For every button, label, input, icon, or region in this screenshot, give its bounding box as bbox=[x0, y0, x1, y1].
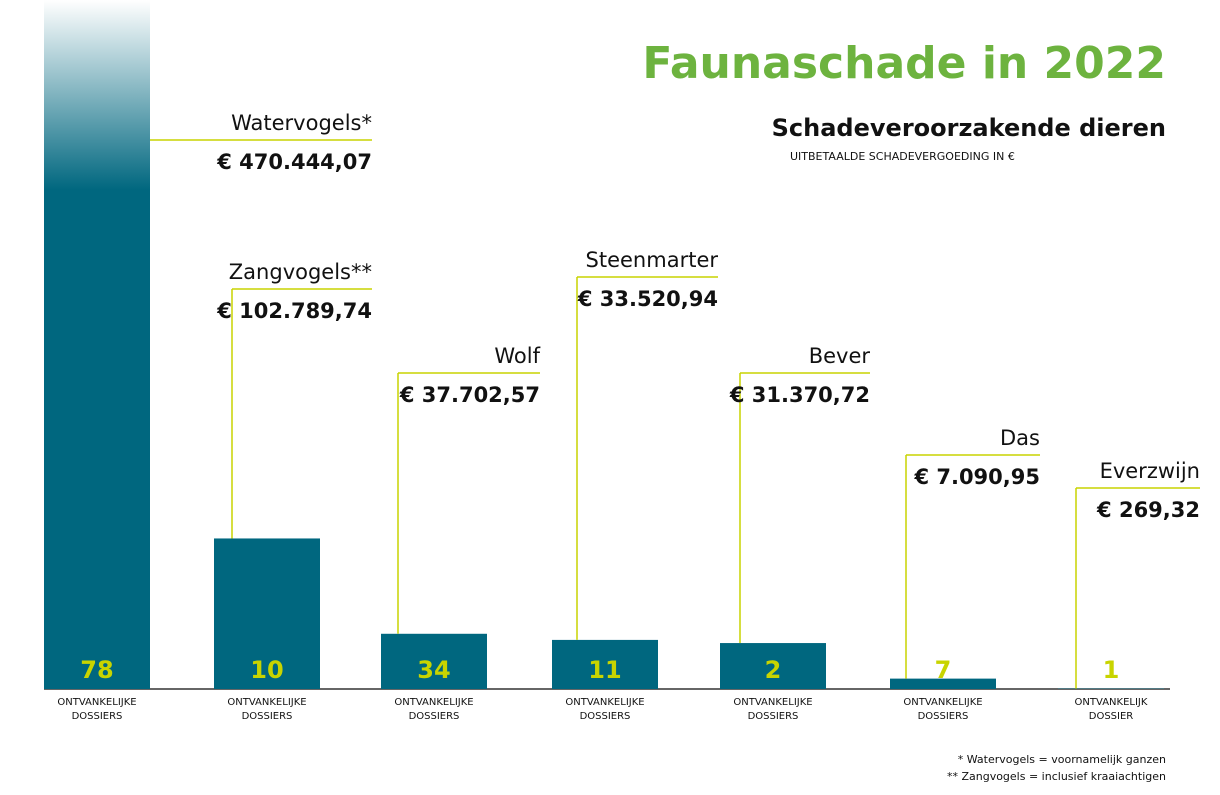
category-label: Zangvogels** bbox=[229, 260, 372, 284]
subtitle: Schadeveroorzakende dieren bbox=[772, 114, 1166, 142]
value-label: € 102.789,74 bbox=[216, 299, 372, 323]
dossier-label: ONTVANKELIJKE bbox=[227, 697, 306, 708]
value-label: € 269,32 bbox=[1096, 498, 1200, 522]
dossier-count: 10 bbox=[250, 656, 283, 684]
dossier-label: ONTVANKELIJKE bbox=[57, 697, 136, 708]
dossier-label: DOSSIERS bbox=[409, 711, 460, 722]
value-label: € 33.520,94 bbox=[577, 287, 718, 311]
dossier-count: 34 bbox=[417, 656, 450, 684]
dossier-label: ONTVANKELIJK bbox=[1075, 697, 1148, 708]
footnote: ** Zangvogels = inclusief kraaiachtigen bbox=[947, 770, 1166, 783]
value-label: € 37.702,57 bbox=[399, 383, 540, 407]
dossier-label: DOSSIER bbox=[1089, 711, 1134, 722]
caption: UITBETAALDE SCHADEVERGOEDING IN € bbox=[790, 150, 1015, 163]
value-label: € 7.090,95 bbox=[913, 465, 1040, 489]
bar bbox=[381, 633, 487, 689]
dossier-label: DOSSIERS bbox=[242, 711, 293, 722]
dossier-label: DOSSIERS bbox=[580, 711, 631, 722]
dossier-label: ONTVANKELIJKE bbox=[565, 697, 644, 708]
bar bbox=[720, 643, 826, 689]
bar bbox=[214, 538, 320, 689]
dossier-label: ONTVANKELIJKE bbox=[903, 697, 982, 708]
dossier-label: DOSSIERS bbox=[748, 711, 799, 722]
bar bbox=[44, 0, 150, 689]
category-label: Watervogels* bbox=[231, 111, 372, 135]
dossier-count: 2 bbox=[765, 656, 782, 684]
dossier-label: ONTVANKELIJKE bbox=[733, 697, 812, 708]
category-label: Bever bbox=[809, 344, 871, 368]
footnote: * Watervogels = voornamelijk ganzen bbox=[958, 753, 1166, 766]
value-label: € 31.370,72 bbox=[729, 383, 870, 407]
chart-title: Faunaschade in 2022 bbox=[642, 38, 1166, 89]
category-label: Wolf bbox=[494, 344, 540, 368]
dossier-label: DOSSIERS bbox=[918, 711, 969, 722]
category-label: Everzwijn bbox=[1100, 459, 1200, 483]
bar bbox=[552, 639, 658, 689]
dossier-label: ONTVANKELIJKE bbox=[394, 697, 473, 708]
dossier-count: 11 bbox=[588, 656, 621, 684]
bar bbox=[890, 678, 996, 689]
dossier-label: DOSSIERS bbox=[72, 711, 123, 722]
dossier-count: 1 bbox=[1103, 656, 1120, 684]
value-label: € 470.444,07 bbox=[216, 150, 372, 174]
category-label: Steenmarter bbox=[586, 248, 719, 272]
dossier-count: 7 bbox=[935, 656, 952, 684]
category-label: Das bbox=[1000, 426, 1040, 450]
dossier-count: 78 bbox=[80, 656, 113, 684]
